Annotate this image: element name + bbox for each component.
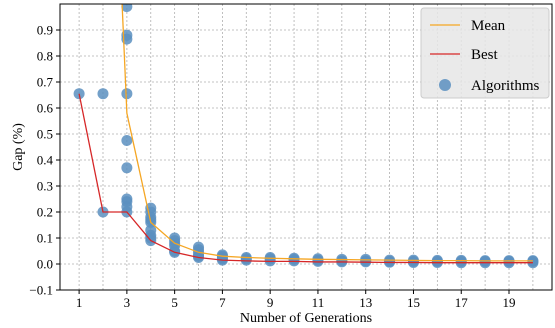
x-tick-label: 17 [455,295,469,310]
algorithm-point [121,135,133,146]
plot-frame [59,3,553,291]
y-axis: −0.1 0.0 0.1 0.2 0.3 0.4 0.5 0.6 0.7 0.8 0.9 [29,23,60,298]
y-tick-label: 0.1 [37,231,53,246]
y-tick-label: 0.0 [37,257,53,272]
y-tick-label: 0.9 [37,23,53,38]
x-tick-label: 15 [407,295,420,310]
algorithm-point [121,162,133,174]
x-tick-label: 13 [359,295,372,310]
x-axis-label: Number of Generations [240,311,372,326]
algorithm-point [97,88,109,100]
y-tick-label: 0.8 [37,49,53,64]
legend-mean-label: Mean [471,18,506,34]
x-tick-label: 5 [171,295,178,310]
legend-algorithms-swatch [439,79,451,91]
legend-box [420,7,550,99]
algorithm-point [121,4,133,13]
x-tick-label: 19 [503,295,516,310]
algorithm-point [240,254,252,266]
y-tick-label: 0.6 [37,101,54,116]
y-tick-label: −0.1 [29,283,53,298]
legend: Mean Best Algorithms [420,7,550,99]
legend-best-label: Best [471,47,499,63]
y-tick-label: 0.7 [37,75,54,90]
legend-algorithms-label: Algorithms [471,78,539,94]
x-axis: 1 3 5 7 9 11 13 15 17 19 [76,290,516,310]
algorithm-point [527,257,539,269]
x-tick-label: 9 [267,295,274,310]
algorithm-point [73,88,85,100]
best-series-line [78,93,533,264]
x-tick-label: 7 [219,295,226,310]
series-layer [73,4,539,269]
mean-series-line [121,4,533,262]
y-axis-label: Gap (%) [11,123,26,171]
x-tick-label: 3 [124,295,131,310]
y-tick-label: 0.3 [37,179,53,194]
y-tick-label: 0.2 [37,205,53,220]
y-tick-label: 0.5 [37,127,53,142]
algorithm-point [121,88,133,100]
x-tick-label: 1 [76,295,83,310]
grid [60,4,552,291]
y-tick-label: 0.4 [37,153,54,168]
x-tick-label: 11 [312,295,325,310]
